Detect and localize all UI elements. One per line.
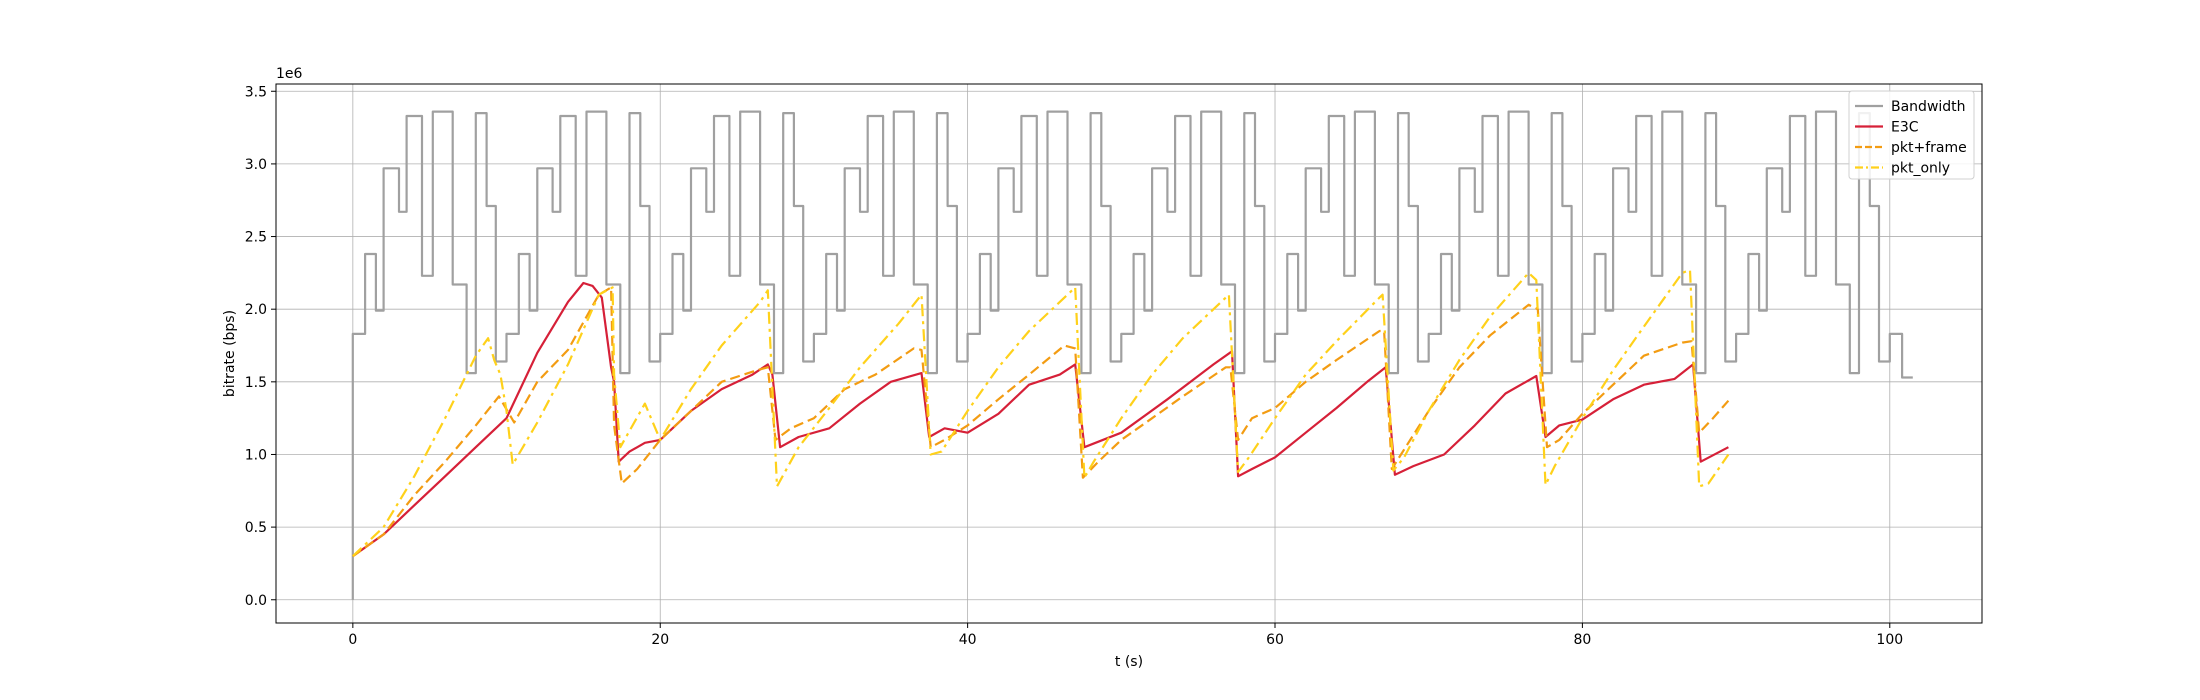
plot-frame [275,83,1983,624]
x-tick-label: 40 [959,632,977,648]
legend-label: pkt_only [1891,161,1950,177]
y-tick-label: 3.5 [245,84,267,100]
x-tick-label: 100 [1876,632,1903,648]
y-tick-label: 2.0 [245,302,267,318]
y-tick-label: 0.0 [245,593,267,609]
legend: Bandwidth E3C pkt+frame pkt_only [1848,90,1975,180]
x-tick-label: 20 [651,632,669,648]
series-line-bandwidth [351,110,1913,600]
tick-layer: 0 20 40 60 80 100 0.0 0.5 1.0 1.5 2.0 2.5 3.0 3.5 [245,84,1903,648]
legend-box [1848,90,1975,180]
y-offset-label: 1e6 [276,66,303,82]
x-tick-label: 80 [1573,632,1591,648]
series-line-e3c [352,281,1729,558]
x-tick-label: 60 [1266,632,1284,648]
series-line-pkt-frame [352,286,1730,558]
legend-label: E3C [1891,120,1919,136]
y-axis-label: bitrate (bps) [222,310,238,397]
legend-label: Bandwidth [1891,99,1966,115]
x-axis-label: t (s) [1115,654,1143,670]
grid-layer [276,84,1982,623]
x-tick-label: 0 [348,632,357,648]
y-tick-label: 0.5 [245,520,267,536]
y-tick-label: 1.0 [245,447,267,463]
y-tick-label: 3.0 [245,157,267,173]
y-tick-label: 2.5 [245,230,267,246]
legend-label: pkt+frame [1891,140,1967,156]
y-tick-label: 1.5 [245,375,267,391]
series-layer [351,110,1913,600]
